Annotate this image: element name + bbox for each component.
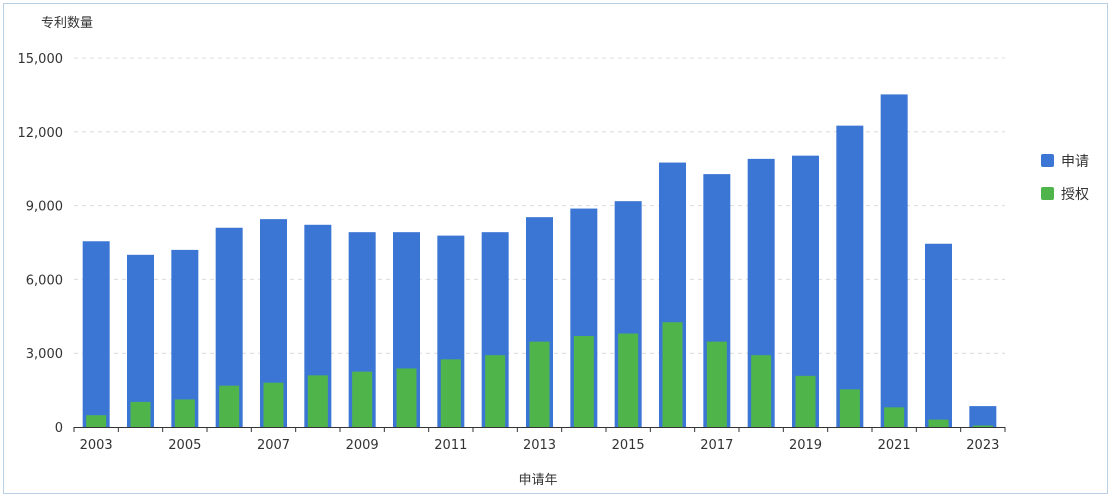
bars <box>82 94 997 428</box>
x-tick-label: 2019 <box>789 438 822 453</box>
bar-grant-2010[interactable] <box>396 368 417 427</box>
bar-apply-2005[interactable] <box>171 249 199 427</box>
x-tick-label: 2013 <box>523 438 556 453</box>
legend-swatch-apply <box>1041 154 1054 167</box>
legend-item-grant[interactable]: 授权 <box>1041 187 1089 203</box>
bar-grant-2018[interactable] <box>751 355 772 427</box>
bar-grant-2015[interactable] <box>618 333 639 427</box>
bar-grant-2005[interactable] <box>174 399 195 427</box>
bar-grant-2009[interactable] <box>352 371 373 427</box>
bar-apply-2022[interactable] <box>925 243 952 427</box>
legend-item-apply[interactable]: 申请 <box>1041 154 1089 170</box>
bar-grant-2012[interactable] <box>485 355 506 427</box>
x-tick-label: 2017 <box>700 438 733 453</box>
x-tick-label: 2023 <box>966 438 999 453</box>
bar-apply-2003[interactable] <box>82 241 110 427</box>
bar-grant-2006[interactable] <box>219 385 240 427</box>
bar-grant-2011[interactable] <box>440 359 461 427</box>
y-tick-label: 6,000 <box>26 273 63 288</box>
y-tick-label: 9,000 <box>26 200 63 215</box>
y-tick-label: 3,000 <box>26 347 63 362</box>
bar-grant-2007[interactable] <box>263 382 284 427</box>
y-tick-label: 12,000 <box>18 126 64 141</box>
bar-apply-2021[interactable] <box>880 94 908 428</box>
bar-apply-2023[interactable] <box>969 406 997 427</box>
bar-grant-2013[interactable] <box>529 341 550 427</box>
y-axis: 0 3,000 6,000 9,000 12,000 15,000 <box>18 52 64 436</box>
bar-grant-2017[interactable] <box>706 341 727 427</box>
legend-label-apply: 申请 <box>1061 154 1089 170</box>
bar-grant-2016[interactable] <box>662 322 683 427</box>
y-axis-title: 专利数量 <box>41 16 93 31</box>
x-tick-label: 2003 <box>80 438 113 453</box>
bar-grant-2020[interactable] <box>839 389 860 427</box>
bar-grant-2008[interactable] <box>307 375 328 427</box>
x-tick-label: 2021 <box>878 438 911 453</box>
legend: 申请 授权 <box>1041 154 1089 203</box>
x-tick-label: 2007 <box>257 438 290 453</box>
x-tick-label: 2005 <box>168 438 201 453</box>
x-axis: 2003 2005 2007 2009 2011 2013 2015 2017 2019 2021… <box>73 427 1006 453</box>
bar-grant-2003[interactable] <box>86 415 107 427</box>
bar-grant-2014[interactable] <box>573 335 594 427</box>
bar-grant-2022[interactable] <box>928 419 949 427</box>
bar-apply-2004[interactable] <box>127 254 154 427</box>
legend-swatch-grant <box>1041 187 1054 200</box>
x-tick-label: 2011 <box>434 438 467 453</box>
y-tick-label: 0 <box>55 421 63 436</box>
bar-grant-2021[interactable] <box>884 407 905 427</box>
x-axis-title: 申请年 <box>518 473 557 488</box>
y-tick-label: 15,000 <box>18 52 64 67</box>
bar-apply-2020[interactable] <box>836 125 864 428</box>
bar-grant-2019[interactable] <box>795 375 816 427</box>
x-tick-label: 2015 <box>612 438 645 453</box>
bar-grant-2023[interactable] <box>972 425 993 427</box>
bar-grant-2004[interactable] <box>130 401 151 427</box>
x-tick-label: 2009 <box>346 438 379 453</box>
legend-label-grant: 授权 <box>1061 187 1089 203</box>
